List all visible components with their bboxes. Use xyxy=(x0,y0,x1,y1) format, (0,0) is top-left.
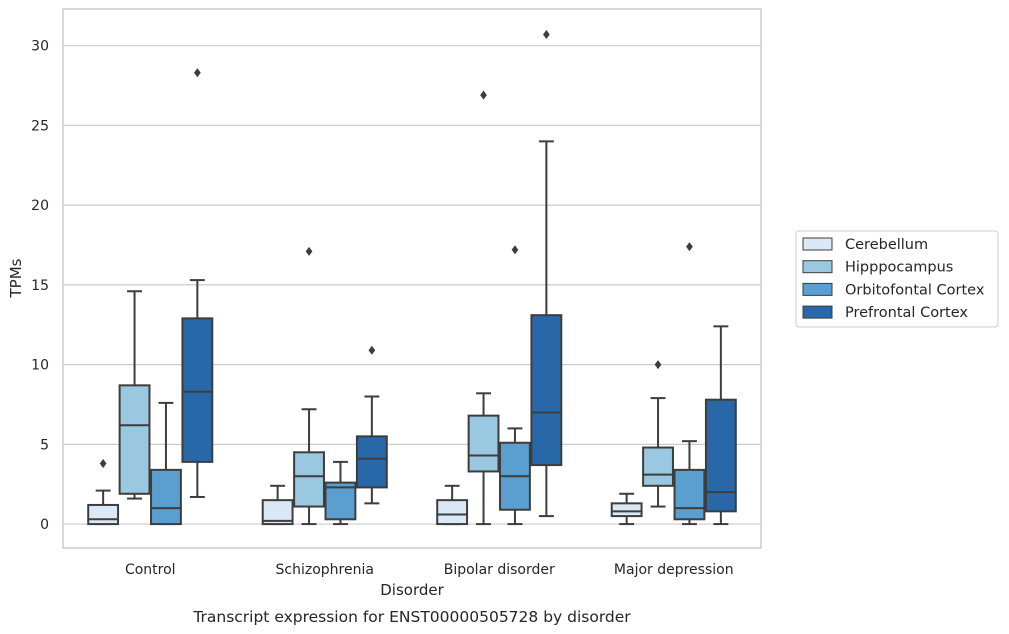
gridlines xyxy=(63,45,761,525)
box-cerebellum xyxy=(610,492,643,526)
legend-swatch xyxy=(802,260,833,274)
box-hipppocampus xyxy=(467,90,500,526)
box-orbitofontal-cortex xyxy=(499,245,531,526)
outlier-point xyxy=(511,245,519,255)
y-tick-label: 20 xyxy=(31,198,49,214)
iqr-box xyxy=(704,398,737,513)
box-groups xyxy=(87,30,737,526)
outlier-point xyxy=(193,68,201,78)
legend: Cerebellum Hipppocampus Orbitofontal Corte… xyxy=(795,230,999,328)
iqr-box xyxy=(87,503,120,526)
x-tick-label: Bipolar disorder xyxy=(444,562,555,578)
box-orbitofontal-cortex xyxy=(150,401,182,526)
outlier-point xyxy=(480,90,487,100)
iqr-box xyxy=(642,446,674,487)
outlier-point xyxy=(654,360,662,370)
legend-label: Cerebellum xyxy=(845,237,928,253)
y-axis-title: TPMs xyxy=(7,258,25,298)
legend-label: Orbitofontal Cortex xyxy=(845,282,985,298)
iqr-box xyxy=(355,435,388,489)
figure-caption: Transcript expression for ENST0000050572… xyxy=(192,608,631,626)
iqr-box xyxy=(673,468,706,521)
box-cerebellum xyxy=(436,484,469,526)
box-hipppocampus xyxy=(642,360,674,508)
iqr-box xyxy=(118,384,151,495)
box-prefrontal-cortex xyxy=(704,325,737,526)
x-tick-labels: Control Schizophrenia Bipolar disorder Majo… xyxy=(125,562,734,578)
x-tick-label: Schizophrenia xyxy=(276,562,374,578)
legend-items: Cerebellum Hipppocampus Orbitofontal Corte… xyxy=(802,237,985,321)
y-tick-label: 15 xyxy=(31,278,49,294)
box-prefrontal-cortex xyxy=(530,30,563,518)
legend-label: Hipppocampus xyxy=(845,260,953,276)
outlier-point xyxy=(99,458,107,468)
box-orbitofontal-cortex xyxy=(324,460,357,526)
plot-frame xyxy=(62,8,762,549)
legend-swatch xyxy=(802,237,833,251)
x-tick-label: Control xyxy=(125,562,176,578)
legend-label: Prefrontal Cortex xyxy=(845,305,968,321)
y-tick-label: 0 xyxy=(40,517,49,533)
iqr-box xyxy=(610,502,643,518)
iqr-box xyxy=(324,481,357,521)
box-hipppocampus xyxy=(293,246,325,526)
outlier-point xyxy=(686,242,693,252)
outlier-point xyxy=(305,246,313,256)
iqr-box xyxy=(261,499,294,526)
y-tick-label: 30 xyxy=(31,39,49,55)
iqr-box xyxy=(530,314,563,467)
legend-swatch xyxy=(802,305,833,319)
x-tick-label: Major depression xyxy=(614,562,734,578)
box-cerebellum xyxy=(261,484,294,526)
box-cerebellum xyxy=(87,458,120,526)
y-tick-labels: 0 5 10 15 20 25 30 xyxy=(31,39,49,533)
y-tick-label: 5 xyxy=(40,437,49,453)
iqr-box xyxy=(467,414,500,473)
y-tick-label: 25 xyxy=(31,118,49,134)
box-prefrontal-cortex xyxy=(355,345,388,505)
box-prefrontal-cortex xyxy=(181,68,214,498)
legend-frame xyxy=(795,230,999,328)
iqr-box xyxy=(150,468,182,526)
legend-swatch xyxy=(802,282,833,296)
box-orbitofontal-cortex xyxy=(673,242,706,526)
x-axis-title: Disorder xyxy=(380,581,444,599)
outlier-point xyxy=(368,345,376,355)
box-hipppocampus xyxy=(118,290,151,500)
y-tick-label: 10 xyxy=(31,358,49,374)
outlier-point xyxy=(542,30,550,40)
iqr-box xyxy=(293,451,325,508)
iqr-box xyxy=(436,499,469,526)
iqr-box xyxy=(181,317,214,463)
